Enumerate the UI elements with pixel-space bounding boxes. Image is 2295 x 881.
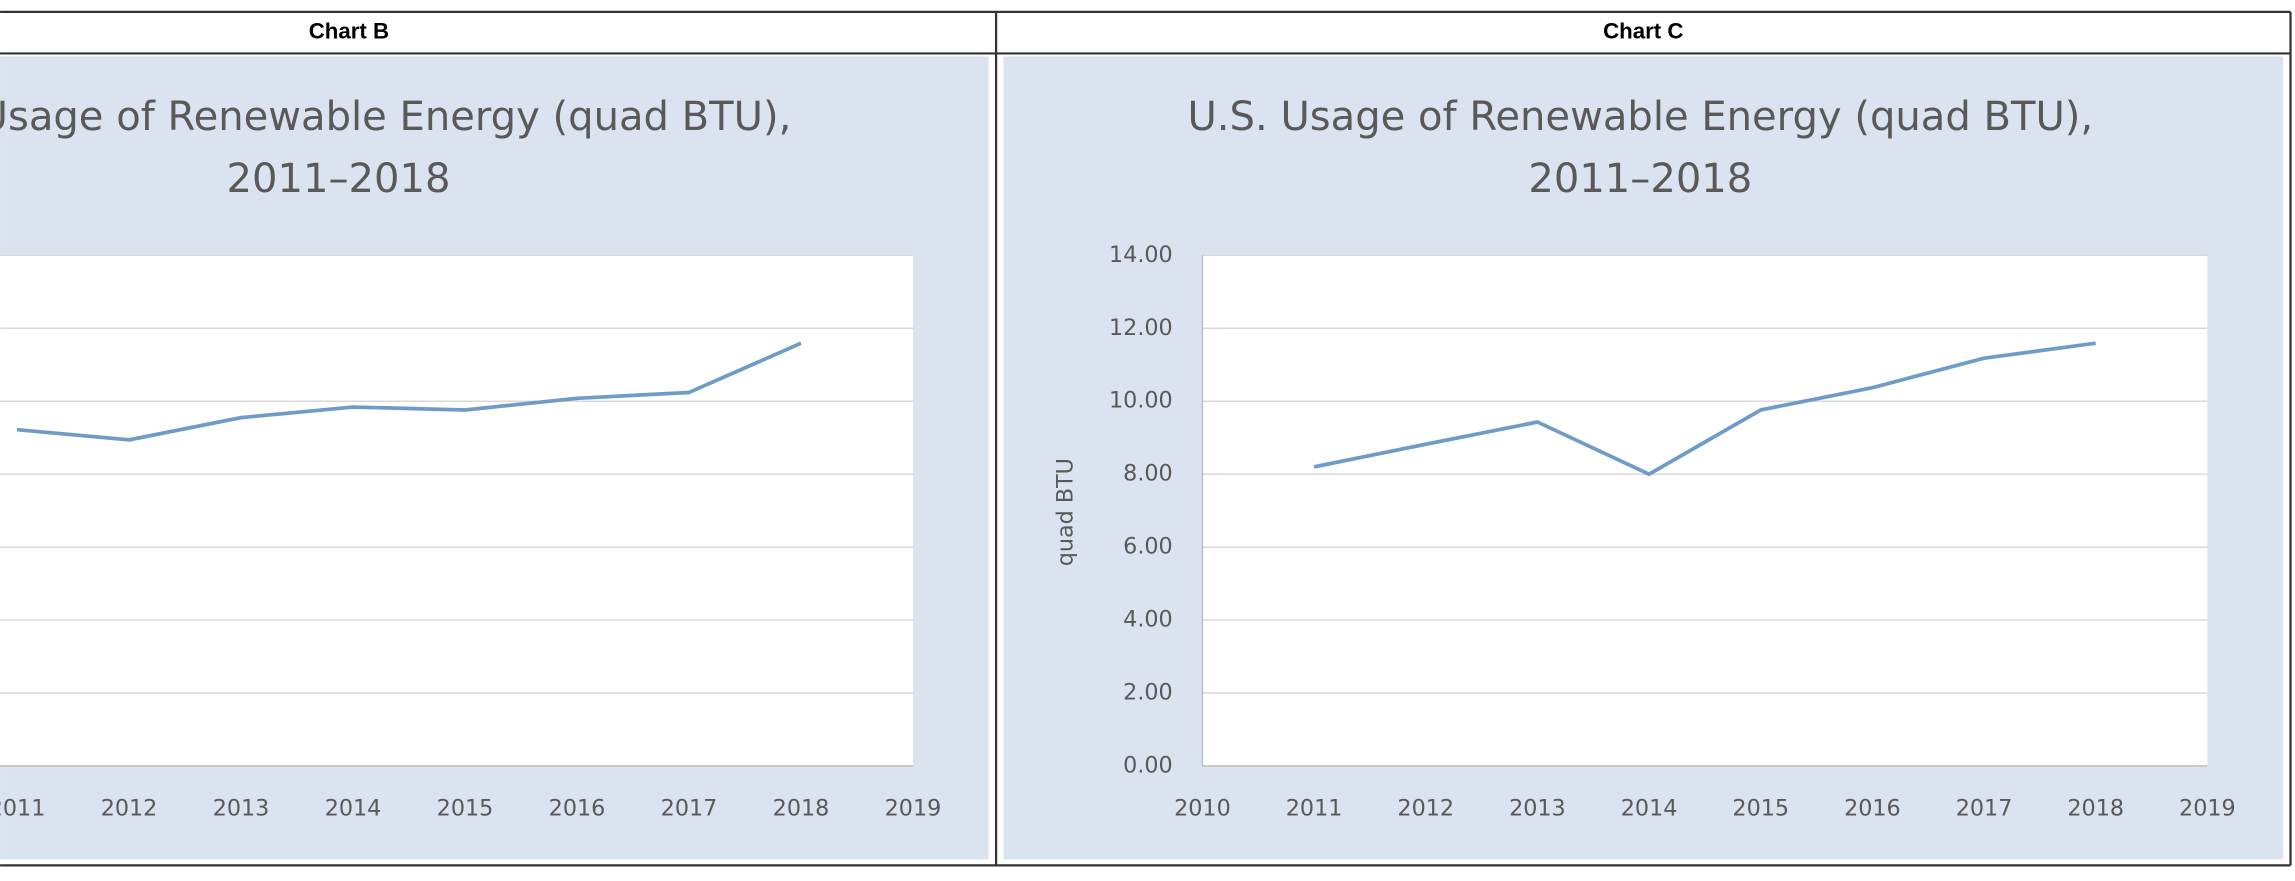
x-tick-label: 2019 [885,796,942,822]
x-tick-label: 2011 [1286,796,1343,822]
y-tick-label: 0.00 [1123,752,1173,778]
x-tick-label: 2014 [1621,796,1678,822]
x-tick-label: 2017 [1956,796,2013,822]
chart-title: 2011–2018 [1528,156,1752,202]
x-tick-label: 2018 [773,796,830,822]
x-tick-label: 2018 [2067,796,2124,822]
chart-title: U.S. Usage of Renewable Energy (quad BTU… [1187,94,2093,140]
y-tick-label: 14.00 [1109,242,1173,268]
x-tick-label: 2014 [325,796,382,822]
x-tick-label: 2011 [0,796,45,822]
x-tick-label: 2016 [549,796,606,822]
x-tick-label: 2013 [213,796,270,822]
chart-b: U.S. Usage of Renewable Energy (quad BTU… [0,94,941,822]
y-tick-label: 6.00 [1123,534,1173,560]
y-tick-label: 12.00 [1109,315,1173,341]
x-tick-label: 2017 [661,796,718,822]
data-line [1313,341,2096,477]
x-tick-label: 2015 [1732,796,1789,822]
y-tick-label: 8.00 [1123,461,1173,487]
data-line [16,341,802,442]
y-tick-label: 4.00 [1123,607,1173,633]
plot-area [1202,255,2208,766]
y-tick-label: 10.00 [1109,388,1173,414]
x-tick-label: 2012 [1397,796,1454,822]
column-header: Chart C [1603,19,1683,44]
column-header: Chart B [309,19,389,44]
x-tick-label: 2010 [1174,796,1231,822]
x-tick-label: 2012 [101,796,158,822]
y-axis-label: quad BTU [1052,458,1078,566]
plot-area [0,255,913,766]
chart-title: U.S. Usage of Renewable Energy (quad BTU… [0,94,791,140]
x-tick-label: 2013 [1509,796,1566,822]
x-tick-label: 2016 [1844,796,1901,822]
y-tick-label: 2.00 [1123,680,1173,706]
x-tick-label: 2015 [437,796,494,822]
chart-title: 2011–2018 [227,156,451,202]
chart-c: U.S. Usage of Renewable Energy (quad BTU… [1052,94,2235,822]
x-tick-label: 2019 [2179,796,2236,822]
